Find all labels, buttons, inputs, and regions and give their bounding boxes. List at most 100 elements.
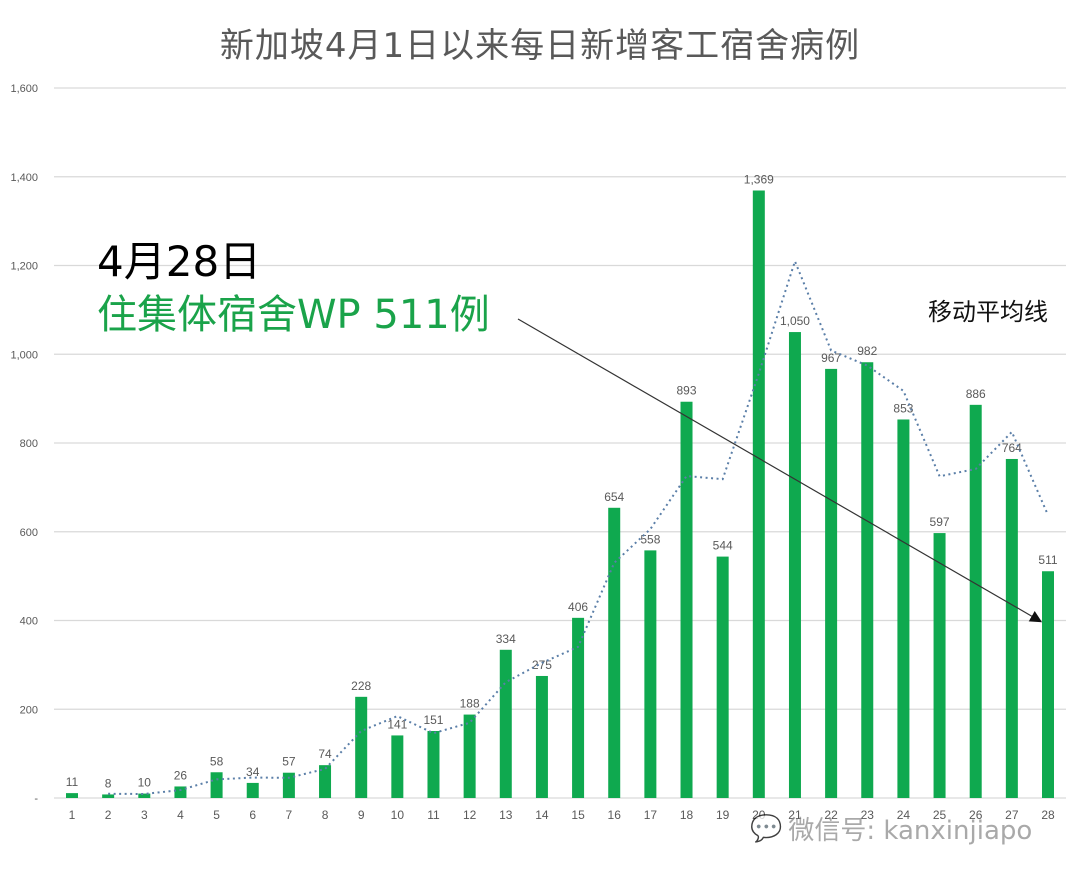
bar — [752, 190, 765, 799]
bar — [174, 786, 187, 798]
bar — [319, 765, 332, 798]
data-labels: 11 8 10 26 58 34 57 74 228 141 151 188 334 275 406 654 5… — [66, 173, 1058, 791]
bar-value-label: 275 — [532, 658, 552, 672]
bar-value-label: 74 — [318, 747, 332, 761]
bar-value-label: 188 — [460, 697, 480, 711]
bar-value-label: 558 — [640, 532, 660, 546]
y-axis-ticks: - 200 400 600 800 1,000 1,200 1,400 1,600 — [10, 83, 38, 805]
bar-value-label: 544 — [713, 539, 733, 553]
bar-series — [66, 190, 1054, 799]
bar-value-label: 58 — [210, 754, 224, 768]
moving-average-label: 移动平均线 — [928, 298, 1048, 326]
x-tick-label: 15 — [571, 808, 585, 822]
y-tick-label: 1,000 — [10, 349, 38, 361]
bar-value-label: 853 — [893, 401, 913, 415]
x-tick-label: 7 — [286, 808, 293, 822]
annotation-arrow — [517, 318, 1043, 623]
bar — [933, 533, 946, 798]
x-tick-label: 20 — [752, 808, 766, 822]
bar-value-label: 8 — [105, 776, 112, 790]
bar — [535, 675, 548, 798]
bar — [499, 649, 512, 798]
bar-value-label: 141 — [387, 717, 407, 731]
bar-value-label: 26 — [174, 768, 188, 782]
x-tick-label: 25 — [933, 808, 947, 822]
x-tick-label: 12 — [463, 808, 477, 822]
bar — [716, 556, 729, 798]
x-tick-label: 23 — [861, 808, 875, 822]
bar-value-label: 57 — [282, 755, 296, 769]
bar — [680, 401, 693, 798]
annotation-highlight: 住集体宿舍WP 511例 — [97, 292, 490, 338]
chart-title: 新加坡4月1日以来每日新增客工宿舍病例 — [219, 26, 861, 66]
bar — [861, 362, 874, 798]
x-tick-label: 3 — [141, 808, 148, 822]
bar — [210, 772, 223, 798]
bar-value-label: 982 — [857, 344, 877, 358]
wechat-icon: 💬 — [750, 813, 783, 844]
bar — [246, 782, 259, 798]
bar — [391, 735, 404, 798]
bar — [463, 714, 476, 798]
bar-value-label: 654 — [604, 490, 624, 504]
x-tick-label: 21 — [788, 808, 802, 822]
x-tick-label: 11 — [427, 808, 440, 822]
watermark: 💬 微信号: kanxinjiapo — [750, 810, 1032, 847]
bar-value-label: 11 — [66, 775, 79, 789]
x-tick-label: 4 — [177, 808, 184, 822]
x-tick-label: 14 — [535, 808, 549, 822]
x-tick-label: 27 — [1005, 808, 1019, 822]
x-tick-label: 13 — [499, 808, 513, 822]
bar-value-label: 1,369 — [744, 173, 774, 187]
bar — [66, 793, 78, 798]
moving-average-line — [108, 258, 1049, 796]
x-tick-label: 17 — [644, 808, 658, 822]
bar — [138, 793, 151, 798]
x-tick-label: 28 — [1041, 808, 1055, 822]
x-tick-label: 22 — [824, 808, 838, 822]
x-tick-label: 10 — [391, 808, 405, 822]
x-tick-label: 1 — [69, 808, 76, 822]
y-tick-label: 1,400 — [10, 172, 38, 184]
x-tick-label: 5 — [213, 808, 220, 822]
x-tick-label: 2 — [105, 808, 112, 822]
x-tick-label: 8 — [322, 808, 329, 822]
x-tick-label: 9 — [358, 808, 365, 822]
bar-value-label: 34 — [246, 765, 260, 779]
y-tick-label: 400 — [20, 616, 38, 628]
bar — [644, 550, 657, 798]
bar-value-label: 893 — [677, 384, 697, 398]
x-tick-label: 6 — [249, 808, 256, 822]
x-tick-label: 18 — [680, 808, 694, 822]
bar-value-label: 406 — [568, 600, 588, 614]
bar-value-label: 334 — [496, 632, 516, 646]
bar-value-label: 228 — [351, 679, 371, 693]
gridlines — [54, 87, 1066, 799]
bar — [282, 772, 295, 798]
y-tick-label: 1,600 — [10, 83, 38, 95]
bar — [788, 332, 801, 798]
bar-value-label: 886 — [966, 387, 986, 401]
y-tick-label: 600 — [20, 527, 38, 539]
bar — [1042, 571, 1054, 798]
bar-value-label: 151 — [423, 713, 443, 727]
y-tick-label: 200 — [20, 704, 38, 716]
bar — [969, 404, 982, 798]
bar — [897, 419, 910, 798]
bar-value-label: 597 — [930, 515, 950, 529]
bar — [608, 507, 621, 798]
bar-value-label: 1,050 — [780, 314, 810, 328]
x-tick-label: 26 — [969, 808, 983, 822]
bar-value-label: 764 — [1002, 441, 1022, 455]
y-tick-label: - — [34, 793, 38, 805]
annotation-date: 4月28日 — [97, 237, 262, 286]
bar — [572, 617, 585, 798]
y-tick-label: 1,200 — [10, 261, 38, 273]
x-tick-label: 16 — [608, 808, 622, 822]
bar-value-label: 10 — [138, 776, 152, 790]
bar — [427, 730, 440, 798]
x-axis-ticks: 1 2 3 4 5 6 7 8 9 10 11 12 13 14 15 16 17 18 19 20 21 22 23 24 2… — [69, 808, 1055, 822]
bar-value-label: 511 — [1038, 553, 1057, 567]
bar — [102, 794, 115, 798]
